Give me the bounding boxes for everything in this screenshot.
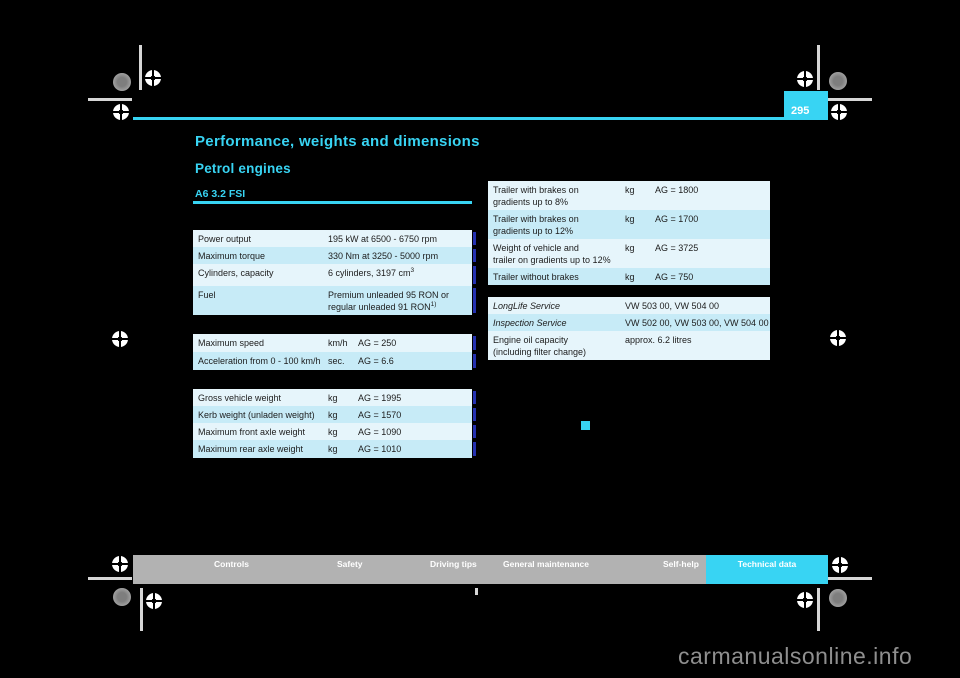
registration-target-icon <box>797 592 813 608</box>
table-row: Weight of vehicle and trailer on gradient… <box>488 239 770 268</box>
table-row: Fuel Premium unleaded 95 RON or regular u… <box>193 286 476 315</box>
chapter-tab-bar: Controls Safety Driving tips General mai… <box>133 555 828 584</box>
tab-controls[interactable]: Controls <box>214 559 249 569</box>
table-row: Acceleration from 0 - 100 km/h sec. AG =… <box>193 352 476 370</box>
color-control-dot <box>113 588 131 606</box>
registration-target-icon <box>830 330 846 346</box>
crop-mark-line <box>817 45 820 90</box>
performance-table: Maximum speed km/h AG = 250 Acceleration… <box>193 334 476 370</box>
trailer-weights-table: Trailer with brakes on gradients up to 8%… <box>488 181 770 285</box>
table-row: Trailer without brakes kg AG = 750 <box>488 268 770 285</box>
table-row: Trailer with brakes on gradients up to 12… <box>488 210 770 239</box>
table-row: Engine oil capacity (including filter cha… <box>488 331 770 360</box>
page-number-box: 295 <box>784 91 828 120</box>
page-title: Performance, weights and dimensions <box>195 133 480 150</box>
crop-mark-line <box>88 577 132 580</box>
crop-mark-line <box>817 588 820 631</box>
registration-target-icon <box>112 331 128 347</box>
tab-driving-tips[interactable]: Driving tips <box>430 559 477 569</box>
table-row: Inspection Service VW 502 00, VW 503 00,… <box>488 314 770 331</box>
engine-heading-rule <box>193 201 472 204</box>
watermark: carmanualsonline.info <box>678 643 913 669</box>
engine-model-heading: A6 3.2 FSI <box>195 188 246 200</box>
table-row: Trailer with brakes on gradients up to 8%… <box>488 181 770 210</box>
table-row: Maximum speed km/h AG = 250 <box>193 334 476 352</box>
service-table: LongLife Service VW 503 00, VW 504 00 In… <box>488 297 770 360</box>
table-row: Power output 195 kW at 6500 - 6750 rpm <box>193 230 476 247</box>
crop-mark-line <box>88 98 132 101</box>
table-row: Maximum torque 330 Nm at 3250 - 5000 rpm <box>193 247 476 264</box>
table-row: Kerb weight (unladen weight) kg AG = 157… <box>193 406 476 423</box>
weights-table: Gross vehicle weight kg AG = 1995 Kerb w… <box>193 389 476 458</box>
crop-mark-line <box>139 45 142 90</box>
engine-spec-table: Power output 195 kW at 6500 - 6750 rpm M… <box>193 230 476 315</box>
table-row: LongLife Service VW 503 00, VW 504 00 <box>488 297 770 314</box>
crop-mark-line <box>828 577 872 580</box>
color-control-dot <box>829 589 847 607</box>
registration-target-icon <box>113 104 129 120</box>
registration-target-icon <box>146 593 162 609</box>
table-row: Cylinders, capacity 6 cylinders, 3197 cm… <box>193 264 476 286</box>
section-heading: Petrol engines <box>195 161 291 176</box>
tab-general-maintenance[interactable]: General maintenance <box>503 559 589 569</box>
registration-target-icon <box>112 556 128 572</box>
section-end-marker <box>581 421 590 430</box>
header-rule <box>133 117 785 120</box>
tab-safety[interactable]: Safety <box>337 559 363 569</box>
crop-mark-line <box>140 588 143 631</box>
tab-technical-data-active[interactable]: Technical data <box>706 555 828 584</box>
tab-self-help[interactable]: Self-help <box>663 559 699 569</box>
table-row: Gross vehicle weight kg AG = 1995 <box>193 389 476 406</box>
registration-target-icon <box>831 104 847 120</box>
table-row: Maximum front axle weight kg AG = 1090 <box>193 423 476 440</box>
table-row: Maximum rear axle weight kg AG = 1010 <box>193 440 476 458</box>
color-control-dot <box>113 73 131 91</box>
color-control-dot <box>829 72 847 90</box>
crop-mark-line <box>828 98 872 101</box>
registration-target-icon <box>832 557 848 573</box>
page-number: 295 <box>791 105 810 117</box>
registration-target-icon <box>797 71 813 87</box>
crop-mark-tick <box>475 588 478 595</box>
registration-target-icon <box>145 70 161 86</box>
